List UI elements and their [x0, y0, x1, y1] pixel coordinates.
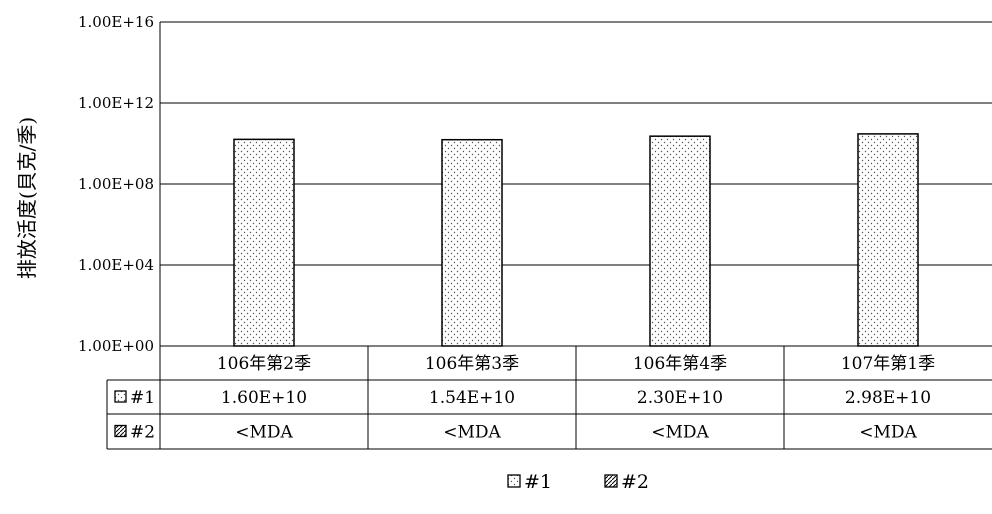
legend-label: #2	[621, 471, 649, 493]
bar	[233, 138, 295, 347]
legend-label: #1	[524, 471, 552, 493]
legend-swatch	[604, 474, 618, 488]
bar	[441, 138, 503, 347]
table-row-header: #2	[130, 423, 155, 443]
data-label: <MDA	[443, 423, 501, 443]
data-label: <MDA	[859, 423, 917, 443]
data-label: 1.60E+10	[221, 388, 307, 408]
y-tick-label: 1.00E+00	[78, 337, 154, 355]
y-tick-label: 1.00E+12	[78, 94, 154, 112]
y-axis-label: 排放活度(貝克/季)	[15, 117, 39, 279]
y-tick-label: 1.00E+08	[78, 175, 154, 193]
data-label: 1.54E+10	[429, 388, 515, 408]
bars	[233, 133, 919, 347]
data-table: 106年第2季 106年第3季 106年第4季 107年第1季 #1 1.60E+10 1.…	[106, 345, 992, 450]
bar	[857, 133, 919, 347]
legend: #1 #2	[507, 471, 649, 493]
x-category-label: 106年第3季	[425, 354, 519, 374]
data-label: <MDA	[651, 423, 709, 443]
legend-swatch	[507, 474, 521, 488]
x-category-label: 106年第4季	[633, 354, 727, 374]
x-category-label: 107年第1季	[841, 354, 935, 374]
table-row-header: #1	[130, 388, 155, 408]
data-label: 2.98E+10	[845, 388, 931, 408]
y-tick-label: 1.00E+16	[78, 13, 154, 31]
table-legend-key	[114, 424, 127, 438]
y-axis: 1.00E+00 1.00E+04 1.00E+08 1.00E+12 1.00E+16	[78, 13, 161, 355]
x-category-label: 106年第2季	[217, 354, 311, 374]
table-legend-key	[114, 390, 127, 403]
y-tick-label: 1.00E+04	[78, 256, 154, 274]
data-label: <MDA	[235, 423, 293, 443]
data-label: 2.30E+10	[637, 388, 723, 408]
bar	[649, 135, 711, 347]
